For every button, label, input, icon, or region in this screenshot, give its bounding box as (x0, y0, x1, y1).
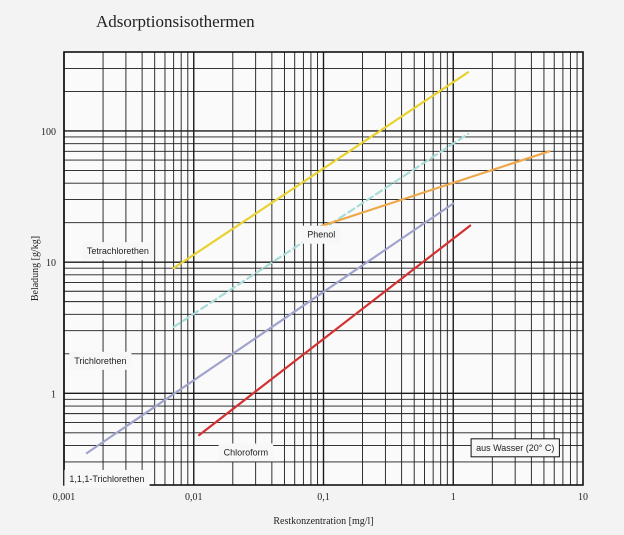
plot-frame (63, 51, 584, 486)
annotation-text: Trichlorethen (74, 356, 126, 366)
annotation-text: Chloroform (224, 447, 269, 457)
annotation-text: Tetrachlorethen (87, 246, 149, 256)
annotation-label: aus Wasser (20° C) (470, 438, 560, 458)
x-tick-label: 1 (451, 492, 456, 503)
annotation-box (302, 225, 341, 244)
annotation-text: 1,1,1-Trichlorethen (69, 474, 144, 484)
x-tick-label: 0,001 (53, 492, 76, 503)
x-tick-label: 0,1 (317, 492, 330, 503)
y-tick-label: 100 (41, 127, 56, 138)
annotation-label: Chloroform (218, 443, 274, 462)
annotation-label: 1,1,1-Trichlorethen (64, 469, 150, 488)
series-line-tetrachlorethen (172, 71, 470, 270)
annotation-text: aus Wasser (20° C) (476, 443, 554, 453)
series-line-phenol (302, 150, 551, 234)
annotation-box (81, 242, 154, 261)
annotation-box (470, 438, 560, 458)
x-tick-label: 10 (578, 492, 588, 503)
y-tick-label: 1 (51, 389, 56, 400)
chart-title: Adsorptionsisothermen (96, 12, 255, 31)
x-axis-label: Restkonzentration [mg/l] (273, 516, 373, 527)
grid (63, 51, 584, 486)
annotation-text: Phenol (307, 230, 335, 240)
annotation-label: Phenol (302, 225, 341, 244)
annotation-label: Tetrachlorethen (81, 242, 154, 261)
y-tick-label: 10 (46, 258, 56, 269)
annotations: Tetrachlorethen Phenol Trichlorethen Chloro… (64, 225, 560, 488)
annotation-label: Trichlorethen (69, 351, 132, 370)
y-axis-label: Beladung [g/kg] (30, 236, 41, 301)
series-line-1-1-1-trichlorethen (85, 202, 455, 455)
series-line-chloroform (198, 224, 472, 437)
tick-labels: 0,001 0,01 0,1 1 10 1 10 100 (41, 127, 588, 503)
x-tick-label: 0,01 (185, 492, 203, 503)
annotation-box (218, 443, 274, 462)
annotation-box (69, 351, 132, 370)
annotation-box (64, 469, 150, 488)
